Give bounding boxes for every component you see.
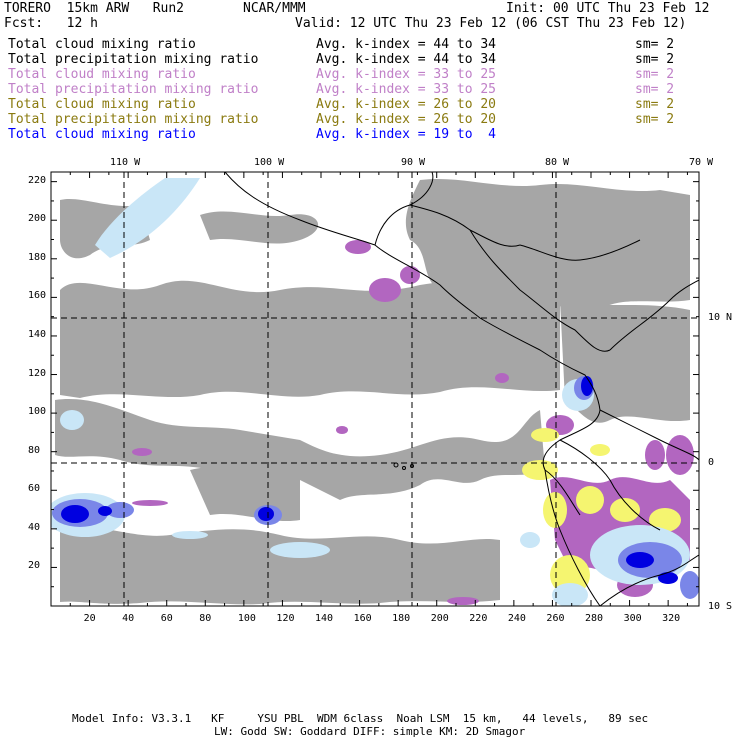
init-time: Init: 00 UTC Thu 23 Feb 12 [506,1,710,16]
x-tick-label: 260 [546,613,565,624]
x-tick-label: 300 [623,613,642,624]
axis-ticks [51,172,699,606]
legend-kindex-range: Avg. k-index = 44 to 34 [316,37,497,52]
legend-field-name: Total precipitation mixing ratio [8,82,259,97]
legend-kindex-range: Avg. k-index = 33 to 25 [316,82,497,97]
lon-label-100w: 100 W [254,157,285,168]
y-tick-label: 20 [28,560,41,572]
lat-label-equator: 0 [708,457,715,468]
legend-smoothing: sm= 2 [635,52,675,67]
x-tick-label: 220 [469,613,488,624]
legend-field-name: Total precipitation mixing ratio [8,112,259,127]
legend-kindex-range: Avg. k-index = 44 to 34 [316,52,497,67]
cloud-shading [51,172,699,606]
lat-label-10n: 10 N [708,312,733,323]
x-tick-label: 20 [83,613,96,624]
lon-label-90w: 90 W [401,157,426,168]
x-tick-label: 40 [122,613,135,624]
coastlines-and-borders [224,172,699,606]
y-tick-label: 40 [28,521,41,533]
lat-label-10s: 10 S [708,601,733,612]
legend-kindex-range: Avg. k-index = 26 to 20 [316,112,497,127]
legend-field-name: Total precipitation mixing ratio [8,52,259,67]
legend-field-name: Total cloud mixing ratio [8,97,196,112]
cloud-field-gray [55,178,690,605]
x-tick-label: 140 [315,613,334,624]
legend-smoothing: sm= 2 [635,37,675,52]
legend-smoothing: sm= 2 [635,97,675,112]
lon-label-80w: 80 W [545,157,570,168]
model-info-line: Model Info: V3.3.1 KF YSU PBL WDM 6class… [72,712,649,725]
legend-kindex-range: Avg. k-index = 33 to 25 [316,67,497,82]
legend-smoothing: sm= 2 [635,67,675,82]
x-tick-label: 100 [237,613,256,624]
x-tick-label: 320 [662,613,681,624]
legend-kindex-range: Avg. k-index = 19 to 4 [316,127,497,142]
y-tick-label: 220 [28,174,47,186]
y-tick-label: 140 [28,328,47,340]
x-tick-label: 180 [392,613,411,624]
kindex-layer-4-dark-shading [61,376,678,584]
legend-smoothing: sm= 2 [635,112,675,127]
x-tick-label: 200 [430,613,449,624]
organization-label: NCAR/MMM [243,1,306,16]
lon-label-70w: 70 W [689,157,714,168]
x-tick-label: 240 [507,613,526,624]
x-tick-label: 60 [160,613,173,624]
x-tick-label: 120 [276,613,295,624]
y-tick-label: 100 [28,406,47,418]
forecast-hour: Fcst: 12 h [4,16,98,31]
legend-smoothing: sm= 2 [635,82,675,97]
map-frame [50,171,700,607]
x-tick-label: 80 [199,613,212,624]
lon-label-110w: 110 W [110,157,141,168]
y-tick-label: 180 [28,251,47,263]
legend-kindex-range: Avg. k-index = 26 to 20 [316,97,497,112]
y-tick-label: 160 [28,290,47,302]
model-run-title: TORERO 15km ARW Run2 [4,1,185,16]
legend-field-name: Total cloud mixing ratio [8,67,196,82]
x-tick-label: 160 [353,613,372,624]
y-tick-label: 80 [28,444,41,456]
legend-field-name: Total cloud mixing ratio [8,127,196,142]
valid-time: Valid: 12 UTC Thu 23 Feb 12 (06 CST Thu … [295,16,687,31]
x-tick-label: 280 [585,613,604,624]
graticule [51,172,699,606]
y-tick-label: 60 [28,483,41,495]
y-tick-label: 120 [28,367,47,379]
legend-field-name: Total cloud mixing ratio [8,37,196,52]
physics-info-line: LW: Godd SW: Goddard DIFF: simple KM: 2D… [214,725,526,738]
y-tick-label: 200 [28,213,47,225]
